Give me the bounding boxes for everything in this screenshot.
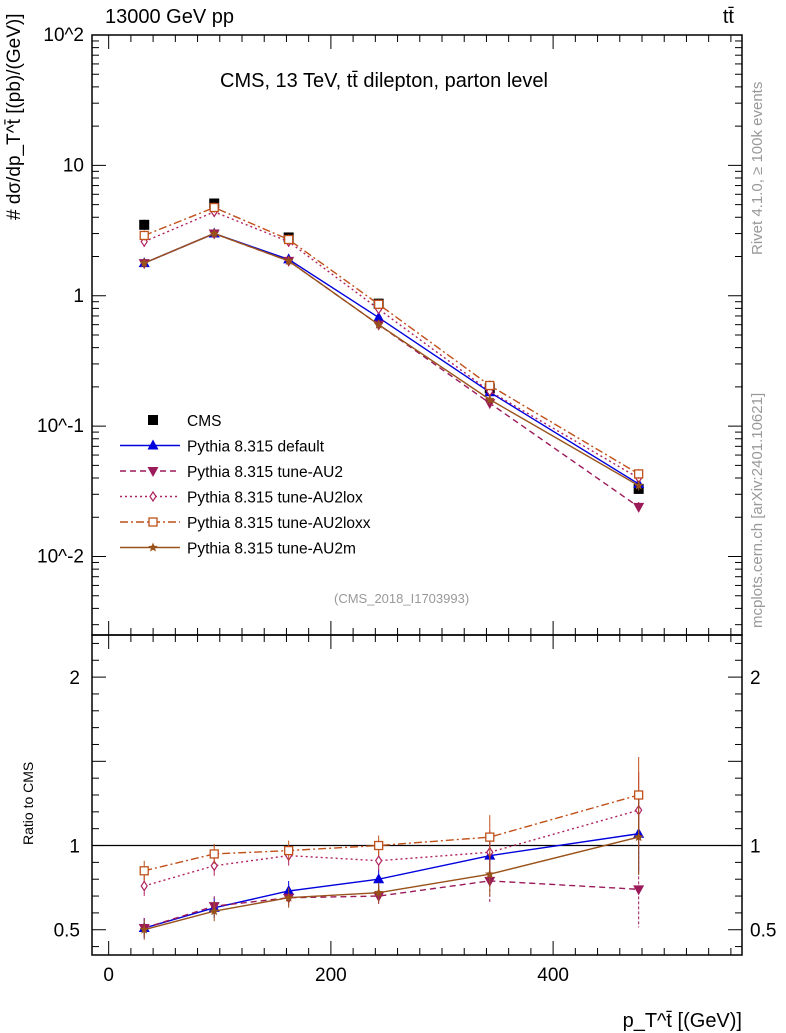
ratio-series-line <box>144 809 639 887</box>
ratio-data-point <box>210 860 218 872</box>
ratio-data-point <box>140 880 148 892</box>
main-y-tick-label: 1 <box>73 286 84 307</box>
ratio-y-axis-label: Ratio to CMS <box>20 761 36 845</box>
main-y-tick-label: 10 <box>63 155 84 176</box>
ratio-y-tick-label: 0.5 <box>54 921 80 942</box>
main-data-point <box>373 311 385 322</box>
ratio-data-point <box>373 887 384 897</box>
main-data-point <box>374 299 384 309</box>
ratio-y-tick-label: 2 <box>69 668 80 689</box>
legend-entry: Pythia 8.315 tune-AU2 <box>187 464 343 481</box>
ratio-y-tick-label-right: 1 <box>750 837 761 858</box>
ratio-y-tick-label-right: 0.5 <box>750 921 776 942</box>
legend-marker <box>149 490 157 503</box>
ratio-data-point <box>139 924 149 934</box>
ratio-data-point <box>284 845 294 856</box>
main-y-tick-label: 10^2 <box>43 25 84 46</box>
x-tick-label: 400 <box>537 965 569 986</box>
main-y-tick-label: 10^-1 <box>37 416 84 437</box>
legend-entry: Pythia 8.315 tune-AU2lox <box>187 490 363 507</box>
legend-marker <box>148 542 158 552</box>
main-y-axis-label: # dσ/dp_T^t̄ [(pb)/(GeV)] <box>4 13 25 221</box>
legend-marker <box>148 415 158 425</box>
main-data-point <box>139 219 150 230</box>
x-tick-label: 0 <box>103 965 114 986</box>
ratio-series-line <box>144 794 639 872</box>
x-tick-label: 200 <box>315 965 347 986</box>
main-data-point <box>209 228 219 238</box>
ratio-data-point <box>209 849 219 859</box>
legend-marker <box>148 517 158 527</box>
ratio-data-point <box>634 790 644 800</box>
ratio-data-point <box>485 832 495 842</box>
main-data-point <box>209 202 219 213</box>
ratio-y-tick-label: 1 <box>69 837 80 858</box>
ratio-data-point <box>374 840 384 851</box>
main-data-point <box>139 258 149 268</box>
ratio-series-line <box>144 833 639 929</box>
ratio-y-tick-label-right: 2 <box>750 668 761 689</box>
main-y-tick-label: 10^-2 <box>37 547 84 568</box>
ratio-series-line <box>144 836 639 931</box>
analysis-id-label: (CMS_2018_I1703993) <box>334 591 470 606</box>
collision-energy-label: 13000 GeV pp <box>105 6 234 28</box>
legend-entry: Pythia 8.315 default <box>187 439 325 456</box>
main-data-point <box>485 380 495 391</box>
ratio-data-point <box>139 866 149 876</box>
plot-title: CMS, 13 TeV, tt̄ dilepton, parton level <box>220 70 548 92</box>
ratio-data-point <box>283 892 294 902</box>
ratio-data-point <box>373 873 385 884</box>
main-series-line <box>143 206 640 475</box>
ratio-data-point <box>209 906 219 916</box>
legend-marker <box>147 467 159 477</box>
main-data-point <box>485 394 495 404</box>
x-axis-label: p_T^t̄ [(GeV)] <box>622 1010 742 1032</box>
rivet-version-label: Rivet 4.1.0, ≥ 100k events <box>749 81 766 255</box>
main-data-point <box>633 480 644 490</box>
legend-entry: Pythia 8.315 tune-AU2m <box>187 541 356 558</box>
main-data-point <box>139 230 149 241</box>
ratio-data-point <box>485 869 495 879</box>
ratio-series-line <box>144 880 639 929</box>
mcplots-credit-label: mcplots.cern.ch [arXiv:2401.10621] <box>749 392 766 628</box>
main-data-point <box>284 234 294 245</box>
ratio-data-point <box>633 885 645 896</box>
ratio-data-point <box>633 832 644 842</box>
main-series-line <box>143 232 640 487</box>
ratio-data-point <box>374 855 383 867</box>
main-data-point <box>633 502 645 513</box>
legend-marker <box>147 439 159 450</box>
legend-entry: CMS <box>187 413 221 430</box>
main-data-point <box>373 319 384 329</box>
ratio-panel-frame <box>91 634 743 956</box>
main-data-point <box>634 469 644 479</box>
main-data-point <box>283 255 294 265</box>
legend-entry: Pythia 8.315 tune-AU2loxx <box>187 515 371 532</box>
main-series-line <box>143 211 640 479</box>
process-label: tt̄ <box>722 6 734 28</box>
